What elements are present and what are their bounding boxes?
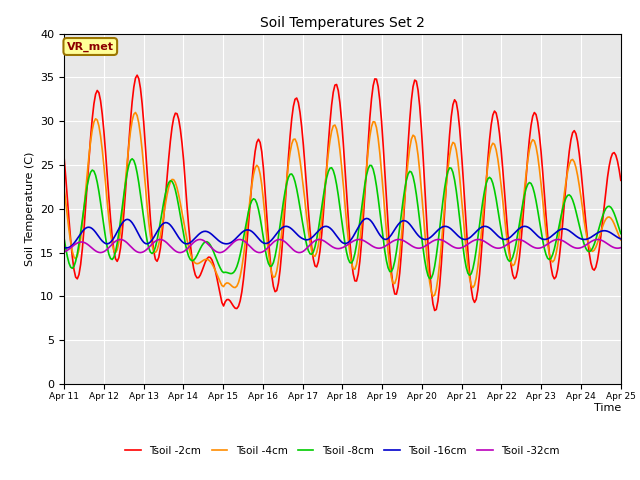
Tsoil -16cm (185, 240, 193, 246)
Line: Tsoil -16cm: Tsoil -16cm (64, 218, 621, 248)
Title: Soil Temperatures Set 2: Soil Temperatures Set 2 (260, 16, 425, 30)
Tsoil -16cm (60, 244, 68, 250)
Tsoil -4cm (374, 135, 382, 141)
Tsoil -2cm (185, 223, 193, 229)
Tsoil -32cm (524, 241, 532, 247)
Tsoil -8cm (519, 201, 527, 207)
Tsoil -4cm (617, 237, 625, 243)
Tsoil -4cm (67, 240, 74, 245)
Tsoil -32cm (374, 245, 382, 251)
Tsoil -16cm (363, 216, 371, 221)
Tsoil -4cm (228, 283, 236, 289)
Tsoil -16cm (519, 224, 527, 229)
Tsoil -16cm (68, 242, 76, 248)
Tsoil -8cm (617, 231, 625, 237)
Tsoil -8cm (426, 276, 433, 282)
Line: Tsoil -2cm: Tsoil -2cm (64, 75, 621, 311)
Tsoil -2cm (519, 218, 527, 224)
Tsoil -32cm (617, 245, 625, 251)
Tsoil -2cm (133, 72, 141, 78)
Tsoil -2cm (525, 136, 533, 142)
X-axis label: Time: Time (593, 403, 621, 413)
Tsoil -8cm (128, 156, 136, 162)
Tsoil -4cm (60, 184, 68, 190)
Tsoil -16cm (228, 239, 236, 245)
Tsoil -16cm (376, 232, 383, 238)
Tsoil -2cm (67, 237, 74, 242)
Tsoil -8cm (60, 235, 68, 240)
Tsoil -8cm (525, 180, 533, 185)
Tsoil -32cm (185, 244, 193, 250)
Tsoil -4cm (429, 293, 437, 299)
Tsoil -16cm (617, 236, 625, 242)
Tsoil -2cm (374, 84, 382, 89)
Tsoil -4cm (525, 147, 533, 153)
Tsoil -32cm (594, 237, 602, 242)
Tsoil -8cm (228, 271, 236, 276)
Tsoil -32cm (67, 245, 74, 251)
Text: VR_met: VR_met (67, 41, 114, 52)
Tsoil -8cm (185, 253, 193, 259)
Y-axis label: Soil Temperature (C): Soil Temperature (C) (24, 152, 35, 266)
Tsoil -8cm (67, 264, 74, 270)
Tsoil -32cm (517, 237, 525, 243)
Tsoil -32cm (60, 249, 68, 255)
Tsoil -4cm (185, 244, 193, 250)
Tsoil -16cm (525, 225, 533, 231)
Line: Tsoil -4cm: Tsoil -4cm (64, 112, 621, 296)
Tsoil -2cm (617, 178, 625, 183)
Tsoil -2cm (431, 308, 438, 313)
Tsoil -8cm (374, 195, 382, 201)
Tsoil -16cm (63, 245, 71, 251)
Tsoil -32cm (228, 241, 236, 247)
Tsoil -2cm (228, 300, 236, 306)
Tsoil -4cm (519, 203, 527, 209)
Line: Tsoil -8cm: Tsoil -8cm (64, 159, 621, 279)
Line: Tsoil -32cm: Tsoil -32cm (64, 240, 621, 252)
Tsoil -4cm (132, 109, 140, 115)
Legend: Tsoil -2cm, Tsoil -4cm, Tsoil -8cm, Tsoil -16cm, Tsoil -32cm: Tsoil -2cm, Tsoil -4cm, Tsoil -8cm, Tsoi… (121, 442, 564, 460)
Tsoil -32cm (97, 250, 104, 255)
Tsoil -2cm (60, 154, 68, 159)
